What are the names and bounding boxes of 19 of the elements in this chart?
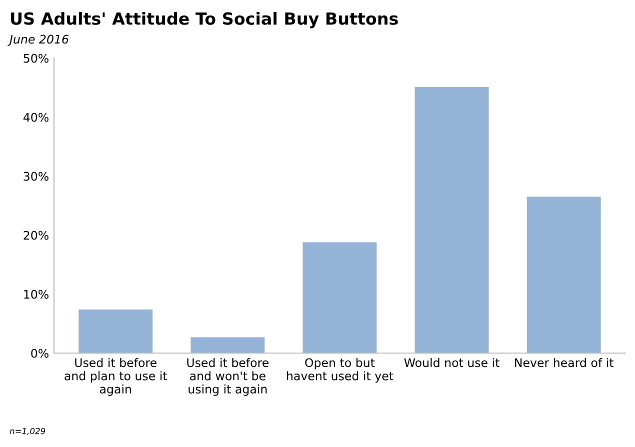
y-tick-label: 20% [24, 230, 48, 240]
x-tick-label: Used it before and won't be using it again [187, 358, 269, 396]
y-tick-label: 0% [31, 348, 48, 358]
x-tick-label: Open to but havent used it yet [287, 358, 394, 383]
bar [190, 337, 265, 354]
bar [526, 196, 601, 354]
x-tick-label: Used it before and plan to use it again [64, 358, 168, 396]
y-tick-label: 40% [23, 112, 48, 122]
bar [302, 242, 377, 354]
x-tick-label: Never heard of it [515, 358, 614, 368]
y-tick-label: 30% [24, 172, 48, 181]
bar [414, 87, 489, 354]
y-tick-label: 10% [24, 290, 48, 299]
chart-subtitle: June 2016 [8, 34, 69, 46]
x-tick-label: Would not use it [404, 358, 500, 368]
chart-title: US Adults' Attitude To Social Buy Buttons [11, 12, 398, 28]
bar [78, 309, 153, 354]
text: n=1,029 [10, 428, 46, 436]
y-tick-label: 50% [24, 54, 48, 63]
